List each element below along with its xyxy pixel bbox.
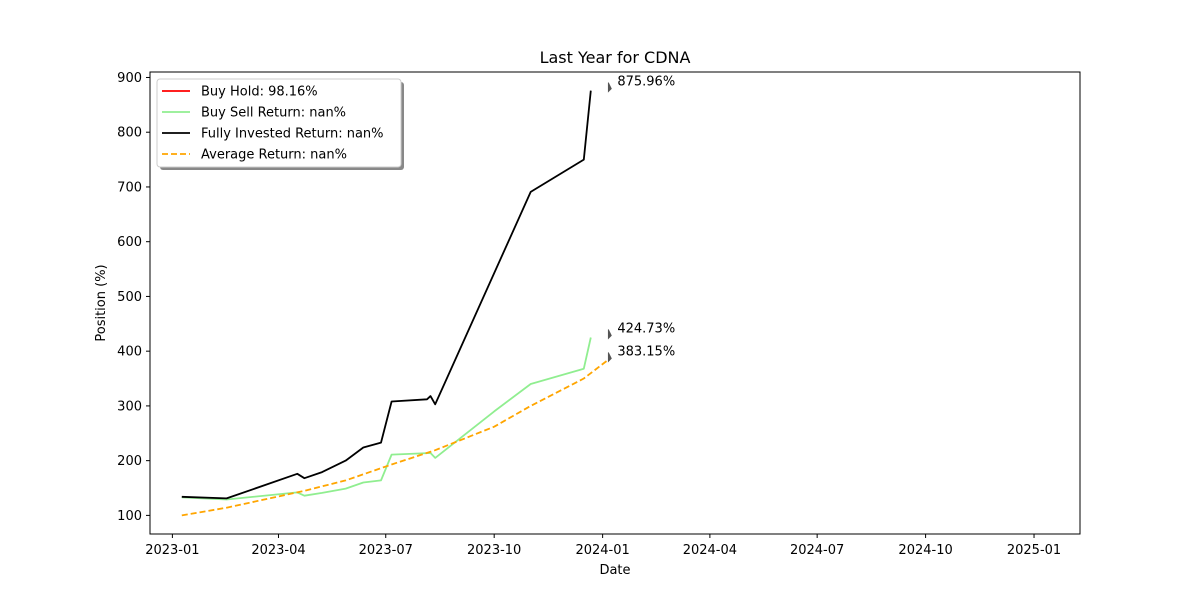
y-tick-label: 500 (117, 290, 142, 305)
axis-ticks: 2023-01 2023-04 2023-07 2023-10 2024-01 2024-… (117, 71, 1061, 558)
y-tick-label: 200 (117, 454, 142, 469)
x-tick-label: 2024-07 (790, 543, 844, 558)
annotations: 875.96% 424.73% 383.15% (607, 75, 675, 363)
x-axis-label: Date (599, 563, 630, 578)
y-tick-label: 300 (117, 399, 142, 414)
x-tick-label: 2024-04 (683, 543, 737, 558)
plot-area (181, 90, 608, 517)
legend-label: Buy Hold: 98.16% (201, 85, 318, 100)
y-axis-label: Position (%) (94, 264, 109, 341)
x-tick-label: 2023-01 (145, 543, 199, 558)
y-tick-label: 600 (117, 235, 142, 250)
y-tick-label: 800 (117, 126, 142, 141)
series-line-2 (181, 90, 592, 500)
y-tick-label: 900 (117, 71, 142, 86)
annotation-arrow (607, 329, 612, 340)
legend: Buy Hold: 98.16% Buy Sell Return: nan% Ful… (156, 78, 404, 170)
x-tick-label: 2025-01 (1007, 543, 1061, 558)
y-tick-label: 400 (117, 345, 142, 360)
x-tick-label: 2023-04 (251, 543, 305, 558)
y-tick-label: 100 (117, 509, 142, 524)
annotation-arrow (607, 82, 612, 93)
legend-label: Average Return: nan% (201, 148, 347, 163)
x-tick-label: 2023-10 (467, 543, 521, 558)
legend-label: Buy Sell Return: nan% (201, 106, 346, 121)
annotation-arrow (607, 352, 612, 363)
annotation-label: 875.96% (617, 75, 675, 90)
annotation-label: 424.73% (617, 321, 675, 336)
annotation-label: 383.15% (617, 344, 675, 359)
series-line-3 (181, 359, 608, 517)
legend-label: Fully Invested Return: nan% (201, 127, 384, 142)
x-tick-label: 2023-07 (359, 543, 413, 558)
x-tick-label: 2024-10 (898, 543, 952, 558)
axes-frame (149, 71, 1081, 535)
y-tick-label: 700 (117, 180, 142, 195)
legend-box (156, 78, 402, 168)
series-line-1 (181, 337, 592, 501)
x-tick-label: 2024-01 (575, 543, 629, 558)
chart-title: Last Year for CDNA (540, 48, 691, 67)
